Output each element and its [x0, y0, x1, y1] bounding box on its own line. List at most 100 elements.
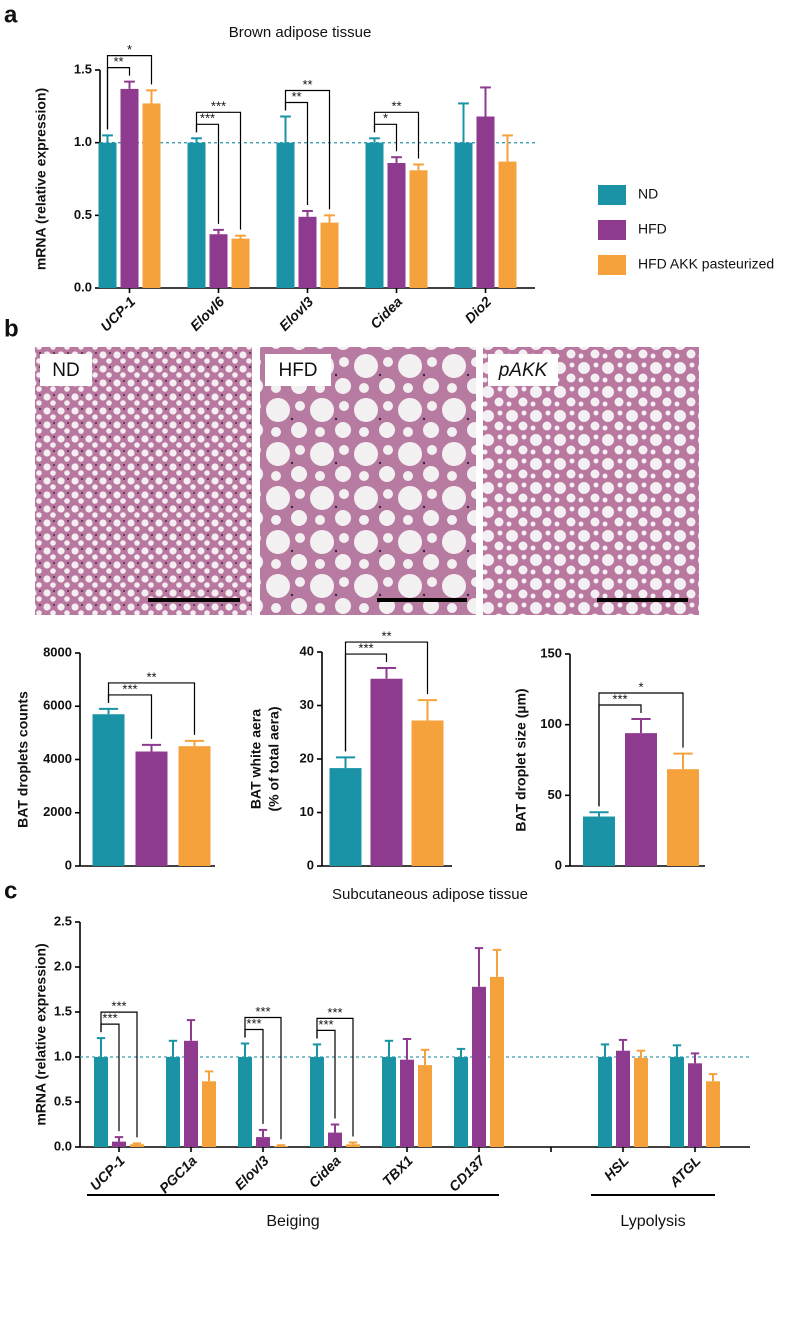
bar — [688, 1063, 702, 1147]
significance-label: * — [127, 42, 132, 57]
significance-label: * — [383, 111, 388, 126]
y-tick-label: 1.5 — [54, 1003, 72, 1018]
label-box — [488, 354, 558, 386]
bar — [418, 1065, 432, 1147]
bar — [92, 714, 125, 866]
y-tick-label: 8000 — [43, 644, 72, 659]
bar — [178, 746, 211, 866]
bar — [616, 1050, 630, 1147]
significance-label: *** — [246, 1016, 261, 1031]
label-box — [40, 354, 92, 386]
y-tick-label: 2.5 — [54, 913, 72, 928]
significance-bracket — [107, 682, 196, 735]
bar — [409, 170, 428, 288]
y-tick-label: 1.5 — [74, 61, 92, 76]
bar — [400, 1059, 414, 1147]
x-tick-label: ATGL — [666, 1152, 704, 1190]
y-axis-label: BAT droplets counts — [15, 691, 31, 828]
y-tick-label: 6000 — [43, 698, 72, 713]
y-tick-label: 10 — [300, 804, 314, 819]
bar — [490, 976, 504, 1147]
group-label: Beiging — [266, 1213, 319, 1230]
group-label: Lypolysis — [620, 1213, 685, 1230]
x-tick-label: Dio2 — [461, 293, 494, 326]
bar — [625, 733, 657, 866]
x-tick-label: PGC1a — [156, 1152, 200, 1196]
y-axis-label: BAT white aera — [248, 709, 264, 809]
bar — [382, 1057, 396, 1147]
bar — [94, 1057, 108, 1147]
significance-label: *** — [358, 640, 373, 655]
bar — [187, 142, 206, 288]
bar — [387, 163, 406, 288]
legend-label: HFD — [638, 221, 667, 237]
bar — [411, 720, 444, 866]
significance-bracket — [195, 111, 242, 230]
significance-bracket — [373, 111, 420, 159]
significance-bracket — [316, 1017, 354, 1137]
y-tick-label: 0.0 — [54, 1138, 72, 1153]
significance-label: ** — [113, 54, 123, 69]
y-axis-label: BAT droplet size (µm) — [513, 688, 529, 831]
significance-label: ** — [391, 99, 401, 114]
y-tick-label: 0 — [65, 857, 72, 872]
bar — [634, 1057, 648, 1147]
significance-bracket — [100, 1011, 138, 1138]
significance-label: ** — [146, 669, 156, 684]
panel-label: a — [4, 1, 18, 28]
y-tick-label: 30 — [300, 697, 314, 712]
panel-label: b — [4, 315, 19, 342]
y-axis-label: mRNA (relative expression) — [33, 943, 49, 1125]
y-axis-label: mRNA (relative expression) — [33, 88, 49, 270]
y-tick-label: 50 — [548, 787, 562, 802]
y-tick-label: 2.0 — [54, 958, 72, 973]
micrograph — [260, 347, 476, 615]
significance-label: *** — [255, 1004, 270, 1019]
significance-label: *** — [111, 999, 126, 1014]
bar — [328, 1132, 342, 1147]
bar — [120, 88, 139, 288]
significance-label: * — [638, 679, 643, 694]
bar — [706, 1081, 720, 1147]
micrograph-label: HFD — [278, 360, 317, 381]
y-tick-label: 2000 — [43, 804, 72, 819]
bar — [370, 678, 403, 866]
y-tick-label: 20 — [300, 750, 314, 765]
legend-swatch — [598, 185, 626, 205]
significance-bracket — [244, 1016, 282, 1140]
significance-label: *** — [122, 681, 137, 696]
significance-bracket — [344, 641, 429, 752]
x-tick-label: HSL — [601, 1152, 632, 1183]
bar — [130, 1144, 144, 1147]
bar — [670, 1057, 684, 1147]
bar — [454, 142, 473, 288]
bar — [472, 986, 486, 1147]
x-tick-label: Elovl3 — [276, 293, 317, 334]
legend-label: HFD AKK pasteurized — [638, 256, 774, 272]
bar — [166, 1057, 180, 1147]
y-tick-label: 0 — [307, 857, 314, 872]
y-tick-label: 4000 — [43, 751, 72, 766]
micrographs: ND HFD pAKK — [35, 347, 699, 615]
bar — [202, 1081, 216, 1147]
x-tick-label: Elovl3 — [231, 1152, 272, 1193]
bar — [583, 816, 615, 866]
bar — [365, 142, 384, 288]
y-tick-label: 100 — [540, 716, 562, 731]
y-tick-label: 0.5 — [74, 207, 92, 222]
significance-label: *** — [612, 691, 627, 706]
legend-swatch — [598, 220, 626, 240]
y-tick-label: 0 — [555, 857, 562, 872]
bar — [142, 103, 161, 288]
bar — [274, 1146, 288, 1147]
significance-bracket — [106, 55, 153, 130]
bar — [329, 768, 362, 866]
significance-bracket — [284, 89, 331, 210]
micrograph — [35, 347, 252, 615]
bar — [476, 116, 495, 288]
bar — [310, 1057, 324, 1147]
bar — [498, 161, 517, 288]
y-tick-label: 1.0 — [54, 1048, 72, 1063]
x-tick-label: Elovl6 — [187, 293, 228, 334]
